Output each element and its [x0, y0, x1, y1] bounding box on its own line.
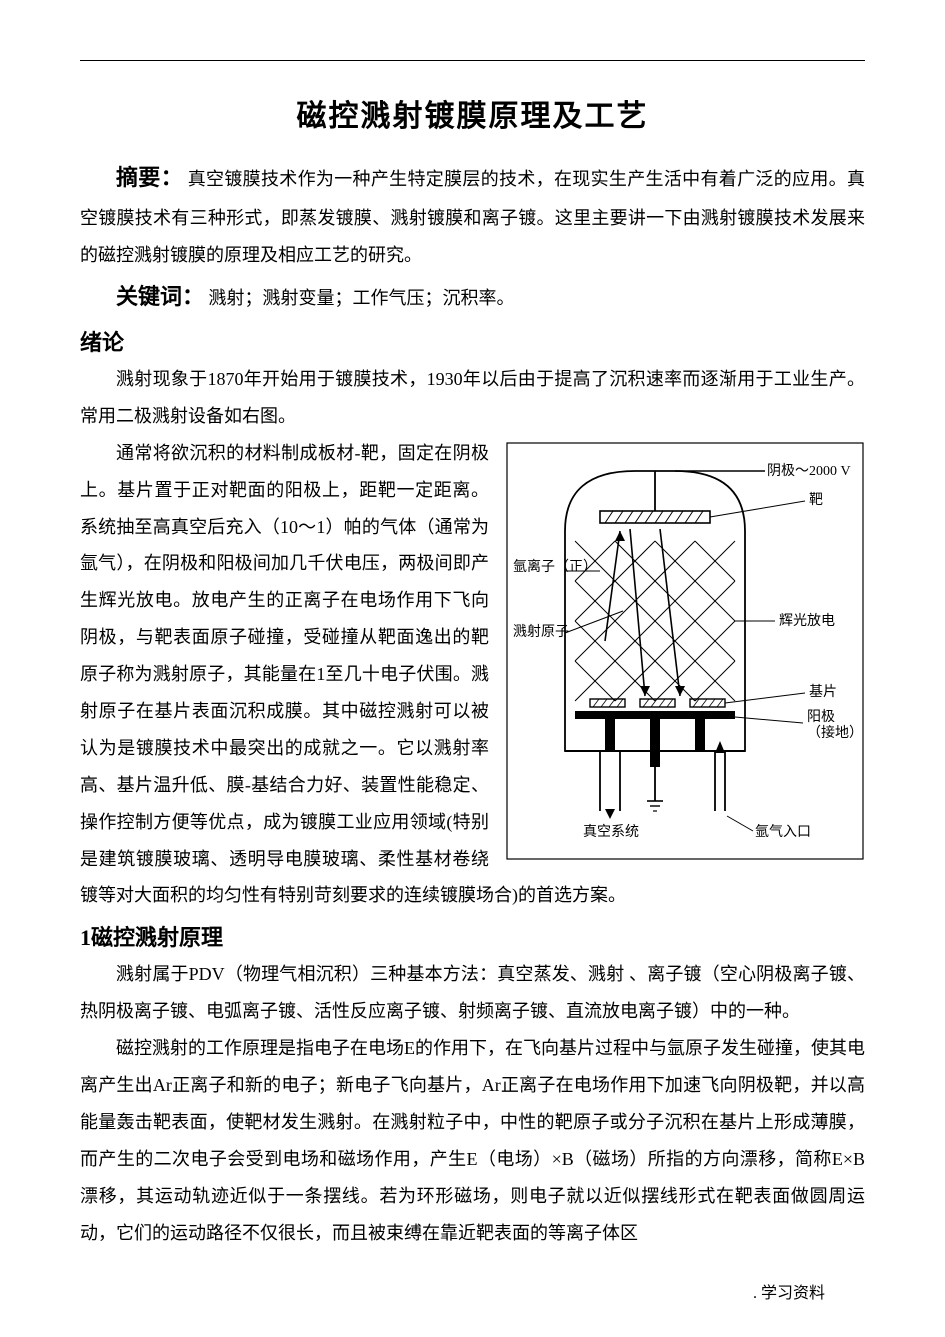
- document-page: 磁控溅射镀膜原理及工艺 摘要： 真空镀膜技术作为一种产生特定膜层的技术，在现实生…: [0, 0, 945, 1337]
- label-cathode: 阴极～2000 V: [767, 463, 851, 479]
- sputter-diagram-svg: 阴极～2000 V 靶: [505, 441, 865, 861]
- page-title: 磁控溅射镀膜原理及工艺: [80, 91, 865, 135]
- abstract-text: 真空镀膜技术作为一种产生特定膜层的技术，在现实生产生活中有着广泛的应用。真空镀膜…: [80, 169, 865, 265]
- abstract-label: 摘要：: [116, 165, 183, 190]
- label-ar-inlet: 氩气入口: [755, 824, 811, 840]
- wrap-block: 阴极～2000 V 靶: [80, 435, 865, 915]
- label-glow: 辉光放电: [779, 613, 835, 629]
- keywords-paragraph: 关键词： 溅射；溅射变量；工作气压；沉积率。: [80, 274, 865, 319]
- sputter-diagram-figure: 阴极～2000 V 靶: [505, 441, 865, 861]
- sec1-heading: 1磁控溅射原理: [80, 920, 865, 952]
- intro-heading: 绪论: [80, 325, 865, 357]
- intro-p1: 溅射现象于1870年开始用于镀膜技术，1930年以后由于提高了沉积速率而逐渐用于…: [80, 361, 865, 435]
- keywords-text: 溅射；溅射变量；工作气压；沉积率。: [209, 288, 515, 308]
- label-substrate: 基片: [809, 683, 837, 700]
- label-sputter-atom: 溅射原子: [513, 624, 569, 640]
- sec1-p2: 磁控溅射的工作原理是指电子在电场E的作用下，在飞向基片过程中与氩原子发生碰撞，使…: [80, 1030, 865, 1251]
- label-ar-ion: 氩离子（正）: [513, 558, 597, 575]
- abstract-paragraph: 摘要： 真空镀膜技术作为一种产生特定膜层的技术，在现实生产生活中有着广泛的应用。…: [80, 155, 865, 274]
- page-footer: . 学习资料: [753, 1279, 825, 1303]
- keywords-label: 关键词：: [116, 284, 204, 309]
- label-anode-1: 阳极: [807, 709, 835, 725]
- top-rule: [80, 60, 865, 61]
- label-vacuum: 真空系统: [583, 824, 639, 840]
- label-anode-2: （接地）: [807, 724, 863, 741]
- sec1-p1: 溅射属于PDV（物理气相沉积）三种基本方法：真空蒸发、溅射 、离子镀（空心阴极离…: [80, 956, 865, 1030]
- label-target: 靶: [809, 492, 823, 508]
